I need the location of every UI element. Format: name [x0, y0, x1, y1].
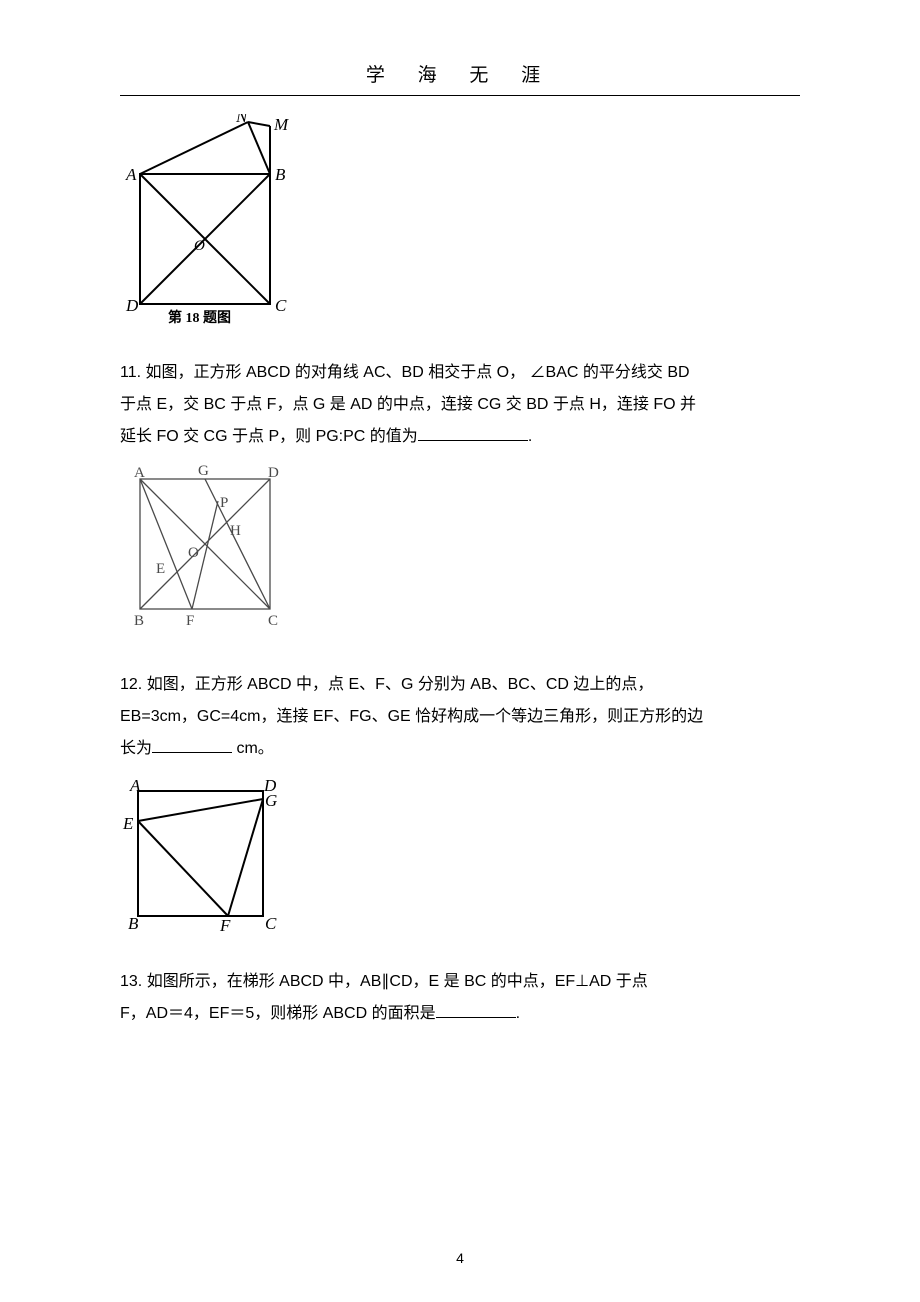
label-O: O [194, 238, 205, 254]
label-G11: G [198, 463, 209, 479]
problem-13: 13. 如图所示，在梯形 ABCD 中，AB∥CD，E 是 BC 的中点，EF⊥… [120, 966, 800, 1030]
problem-13-num: 13. [120, 973, 142, 990]
problem-11-line2: 于点 E，交 BC 于点 F，点 G 是 AD 的中点，连接 CG 交 BD 于… [120, 396, 696, 413]
figure-11: A G D P H O E B F C [120, 461, 800, 641]
label-A11: A [134, 465, 145, 481]
figure-18-caption: 第 18 题图 [168, 309, 231, 324]
problem-11-num: 11. [120, 364, 141, 381]
header-title: 学 海 无 涯 [366, 65, 554, 86]
label-D: D [125, 296, 139, 315]
figure-12: A D G E B F C [120, 773, 800, 938]
page-footer: 4 [0, 1250, 920, 1266]
label-A: A [125, 165, 137, 184]
problem-12-num: 12. [120, 676, 142, 693]
label-P11: P [220, 495, 228, 511]
problem-11-period: . [528, 428, 532, 445]
label-H11: H [230, 523, 241, 539]
problem-12-line3: 长为 [120, 740, 152, 757]
problem-11-line1: 如图，正方形 ABCD 的对角线 AC、BD 相交于点 O， ∠BAC 的平分线… [146, 364, 690, 381]
label-C: C [275, 296, 287, 315]
problem-12-line1: 如图，正方形 ABCD 中，点 E、F、G 分别为 AB、BC、CD 边上的点， [147, 676, 654, 693]
label-B12: B [128, 914, 139, 933]
label-E12: E [122, 814, 134, 833]
label-C11: C [268, 613, 278, 629]
label-F12: F [219, 916, 231, 933]
label-G12: G [265, 791, 277, 810]
problem-12-line2: EB=3cm，GC=4cm，连接 EF、FG、GE 恰好构成一个等边三角形，则正… [120, 708, 703, 725]
label-O11: O [188, 545, 199, 561]
figure-18: A B C D N M O 第 18 题图 [120, 114, 800, 329]
page-header: 学 海 无 涯 [120, 60, 800, 96]
blank-12 [152, 737, 232, 753]
label-B: B [275, 165, 286, 184]
label-N: N [235, 114, 249, 126]
problem-13-period: . [516, 1005, 520, 1022]
problem-11-line3: 延长 FO 交 CG 于点 P，则 PG:PC 的值为 [120, 428, 418, 445]
label-B11: B [134, 613, 144, 629]
page-number: 4 [456, 1250, 464, 1266]
problem-12-unit: cm。 [232, 740, 274, 757]
label-C12: C [265, 914, 277, 933]
label-A12: A [129, 776, 141, 795]
blank-11 [418, 425, 528, 441]
problem-12: 12. 如图，正方形 ABCD 中，点 E、F、G 分别为 AB、BC、CD 边… [120, 669, 800, 765]
label-E11: E [156, 561, 165, 577]
problem-11: 11. 如图，正方形 ABCD 的对角线 AC、BD 相交于点 O， ∠BAC … [120, 357, 800, 453]
problem-13-line1: 如图所示，在梯形 ABCD 中，AB∥CD，E 是 BC 的中点，EF⊥AD 于… [147, 973, 648, 990]
label-D11: D [268, 465, 279, 481]
problem-13-line2: F，AD＝4，EF＝5，则梯形 ABCD 的面积是 [120, 1005, 436, 1022]
label-M: M [273, 115, 289, 134]
blank-13 [436, 1002, 516, 1018]
label-F11: F [186, 613, 194, 629]
